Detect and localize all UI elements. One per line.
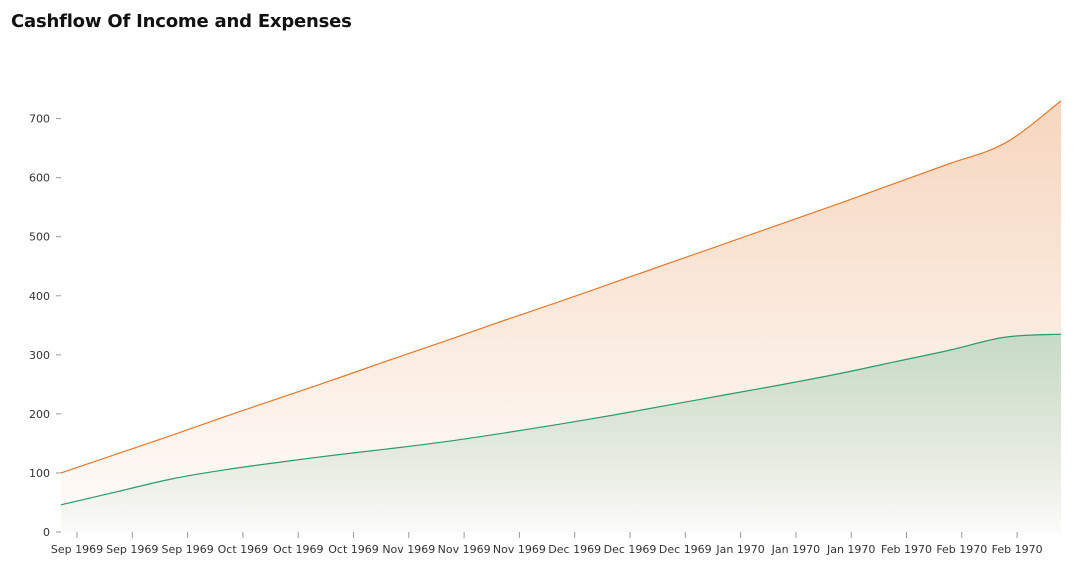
x-axis: Sep 1969 Sep 1969 Sep 1969 Oct 1969 Oct 1969… (51, 532, 1043, 556)
y-tick-label-2: 200 (29, 408, 50, 421)
y-tick-label-5: 500 (29, 231, 50, 244)
x-tick-label-1: Sep 1969 (106, 543, 158, 556)
x-tick-label-5: Oct 1969 (328, 543, 379, 556)
y-tick-label-1: 100 (29, 467, 50, 480)
y-axis: 0 100 200 300 400 500 600 700 (29, 113, 61, 539)
x-tick-label-8: Nov 1969 (493, 543, 546, 556)
series-2-line (60, 333, 1062, 506)
y-tick-label-4: 400 (29, 290, 50, 303)
x-tick-label-6: Nov 1969 (382, 543, 435, 556)
x-tick-label-9: Dec 1969 (548, 543, 601, 556)
x-tick-label-3: Oct 1969 (218, 543, 269, 556)
chart-title: Cashflow Of Income and Expenses (11, 11, 352, 32)
x-tick-label-11: Dec 1969 (659, 543, 712, 556)
x-tick-label-2: Sep 1969 (161, 543, 213, 556)
series-1-line (60, 100, 1062, 474)
x-tick-label-16: Feb 1970 (936, 543, 987, 556)
series-2-area (61, 334, 1061, 532)
x-tick-label-12: Jan 1970 (715, 543, 764, 556)
y-tick-label-6: 600 (29, 172, 50, 185)
x-tick-label-10: Dec 1969 (604, 543, 657, 556)
x-tick-label-4: Oct 1969 (273, 543, 324, 556)
y-tick-label-3: 300 (29, 349, 50, 362)
x-tick-label-14: Jan 1970 (826, 543, 875, 556)
x-tick-label-0: Sep 1969 (51, 543, 103, 556)
y-tick-label-0: 0 (43, 526, 50, 539)
x-tick-label-15: Feb 1970 (881, 543, 932, 556)
area-layer (61, 100, 1061, 532)
y-tick-label-7: 700 (29, 113, 50, 126)
x-tick-label-13: Jan 1970 (771, 543, 820, 556)
line-layer (60, 100, 1062, 506)
x-tick-label-7: Nov 1969 (438, 543, 491, 556)
x-tick-label-17: Feb 1970 (992, 543, 1043, 556)
